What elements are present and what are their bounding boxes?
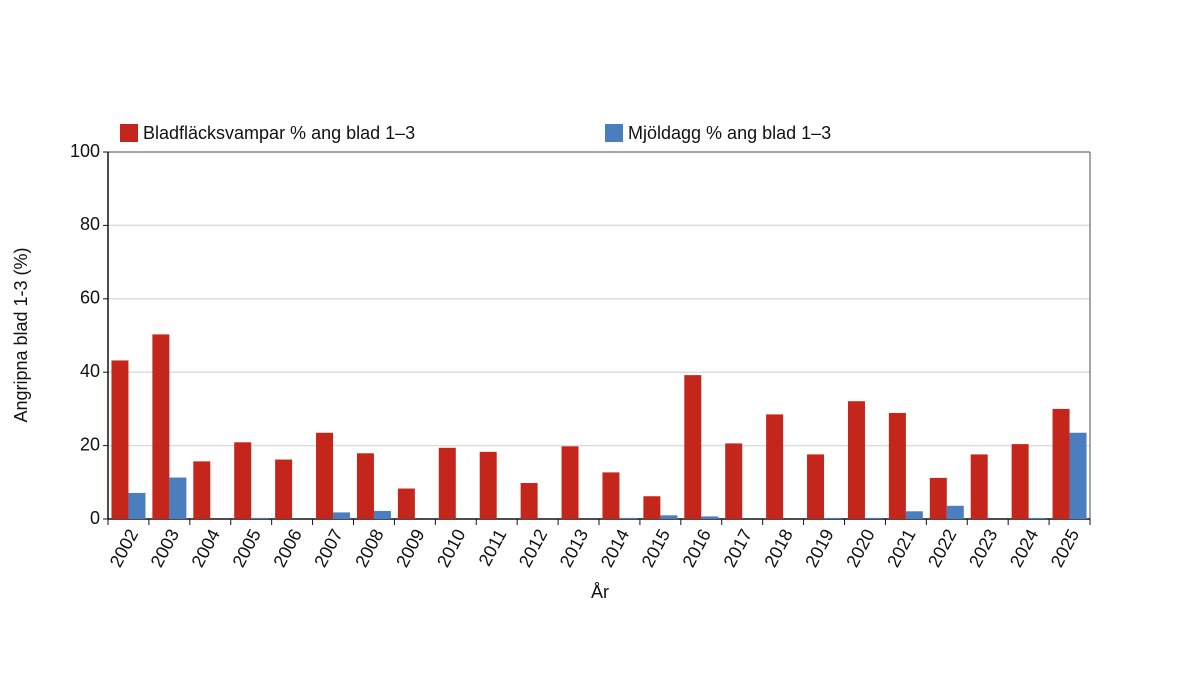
bar	[275, 459, 293, 519]
bar	[152, 334, 170, 519]
x-tick-label: 2015	[638, 526, 674, 571]
y-tick-label: 40	[80, 361, 100, 381]
y-tick-label: 80	[80, 214, 100, 234]
x-tick-label: 2013	[556, 526, 592, 571]
legend-swatch	[120, 124, 138, 142]
x-tick-label: 2018	[760, 526, 796, 571]
bar	[905, 511, 923, 519]
x-tick-label: 2004	[188, 526, 224, 571]
x-tick-label: 2022	[924, 526, 960, 571]
bar	[864, 517, 882, 519]
x-axis-title: År	[591, 582, 609, 602]
x-tick-label: 2020	[842, 526, 878, 571]
bar	[316, 432, 334, 519]
legend-label: Mjöldagg % ang blad 1–3	[628, 123, 831, 143]
bar	[847, 401, 865, 519]
x-tick-label: 2005	[228, 526, 264, 571]
x-tick-label: 2023	[965, 526, 1001, 571]
bar	[684, 375, 702, 519]
x-tick-label: 2025	[1047, 526, 1083, 571]
y-axis-title: Angripna blad 1-3 (%)	[11, 247, 31, 422]
bar	[333, 512, 351, 519]
bar	[193, 461, 211, 519]
bar	[1069, 432, 1087, 519]
y-tick-label: 60	[80, 288, 100, 308]
y-tick-label: 20	[80, 434, 100, 454]
x-tick-label: 2016	[679, 526, 715, 571]
x-tick-label: 2010	[433, 526, 469, 571]
legend-swatch	[605, 124, 623, 142]
bar	[766, 414, 784, 519]
bar	[520, 483, 538, 519]
x-tick-label: 2024	[1006, 526, 1042, 571]
legend-label: Bladfläcksvampar % ang blad 1–3	[143, 123, 415, 143]
x-tick-label: 2012	[515, 526, 551, 571]
bar	[1028, 517, 1046, 519]
y-tick-label: 0	[90, 508, 100, 528]
bar	[725, 443, 743, 519]
x-tick-label: 2014	[597, 526, 633, 571]
bar	[397, 488, 415, 519]
bar	[128, 492, 146, 519]
bar	[251, 517, 269, 519]
x-tick-label: 2017	[719, 526, 755, 571]
x-tick-label: 2007	[310, 526, 346, 571]
x-tick-label: 2003	[147, 526, 183, 571]
bar	[807, 454, 825, 519]
x-tick-label: 2011	[475, 526, 511, 570]
bar	[619, 517, 637, 519]
bar	[1052, 408, 1070, 519]
bar	[660, 515, 678, 519]
x-tick-label: 2021	[883, 526, 919, 571]
bar	[111, 360, 129, 519]
x-tick-label: 2019	[801, 526, 837, 571]
bar	[1011, 444, 1029, 519]
bar	[602, 472, 620, 519]
bar	[701, 516, 719, 519]
x-tick-label: 2009	[392, 526, 428, 571]
bar	[643, 496, 661, 519]
bar	[169, 477, 187, 519]
y-tick-label: 100	[70, 141, 100, 161]
bar	[970, 454, 988, 519]
x-tick-label: 2008	[351, 526, 387, 571]
bar	[234, 442, 252, 519]
bar	[373, 510, 391, 519]
bar	[561, 446, 579, 519]
bar	[356, 453, 374, 519]
bar	[888, 412, 906, 519]
x-tick-label: 2006	[269, 526, 305, 571]
x-tick-label: 2002	[106, 526, 142, 571]
bar	[438, 447, 456, 519]
bar	[479, 451, 497, 519]
bar	[824, 517, 842, 519]
bar	[946, 505, 964, 519]
bar	[929, 477, 947, 519]
